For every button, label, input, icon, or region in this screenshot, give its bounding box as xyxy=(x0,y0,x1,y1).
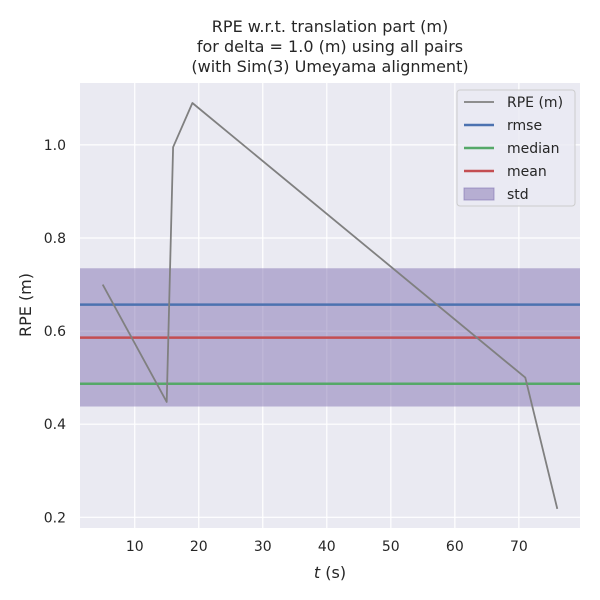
y-tick-label: 0.6 xyxy=(44,324,66,340)
legend-label: std xyxy=(507,187,529,203)
statistic-lines xyxy=(80,303,580,385)
title-line-2: for delta = 1.0 (m) using all pairs xyxy=(197,37,463,56)
x-tick-label: 50 xyxy=(382,539,400,555)
x-tick-label: 40 xyxy=(318,539,336,555)
x-tick-label: 30 xyxy=(254,539,272,555)
x-tick-label: 10 xyxy=(126,539,144,555)
legend-label: mean xyxy=(507,164,547,180)
y-tick-label: 1.0 xyxy=(44,138,66,154)
rpe-series-line xyxy=(101,102,559,510)
x-axis-label: t (s) xyxy=(314,563,346,582)
legend-frame xyxy=(456,89,576,207)
y-tick-label: 0.8 xyxy=(44,231,66,247)
legend: RPE (m) rmse median mean std xyxy=(456,89,576,207)
title-line-3: (with Sim(3) Umeyama alignment) xyxy=(191,57,468,76)
x-tick-label: 20 xyxy=(190,539,208,555)
y-tick-label: 0.2 xyxy=(44,510,66,526)
title-line-1: RPE w.r.t. translation part (m) xyxy=(212,17,448,36)
legend-label: median xyxy=(507,141,559,157)
y-axis-label: RPE (m) xyxy=(16,273,35,337)
chart-title: RPE w.r.t. translation part (m) for delt… xyxy=(191,17,468,76)
x-tick-label: 60 xyxy=(446,539,464,555)
y-tick-label: 0.4 xyxy=(44,417,66,433)
legend-swatch-std xyxy=(463,187,495,201)
x-tick-labels: 10 20 30 40 50 60 70 xyxy=(126,539,528,555)
series-lines xyxy=(101,102,559,510)
x-tick-label: 70 xyxy=(510,539,528,555)
legend-label: RPE (m) xyxy=(507,95,563,111)
y-tick-labels: 0.2 0.4 0.6 0.8 1.0 xyxy=(44,138,66,526)
legend-label: rmse xyxy=(507,118,542,134)
